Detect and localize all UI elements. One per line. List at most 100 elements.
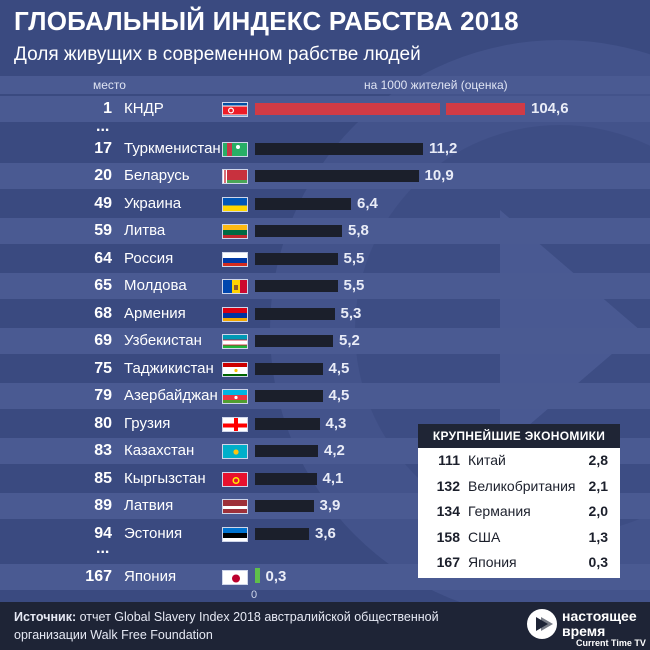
value-label: 5,8 [348,222,369,239]
economy-rank: 134 [436,503,460,519]
country-label: Эстония [124,525,183,542]
country-label: Беларусь [124,167,190,184]
rank-label: 94 [94,525,112,542]
economy-value: 2,1 [588,477,608,494]
logo-text-line-2: время [562,623,606,639]
rank-label: 20 [94,167,112,184]
country-label: Молдова [124,277,187,294]
value-label: 5,2 [339,332,360,349]
data-bar [255,308,335,320]
data-bar [255,170,419,182]
data-bar [255,390,323,402]
rank-label: 167 [85,568,112,585]
rank-label: 65 [94,277,112,294]
azerbaijan-flag-icon [222,389,248,404]
kazakhstan-flag-icon [222,444,248,459]
ukraine-flag-icon [222,197,248,212]
uzbekistan-flag-icon [222,334,248,349]
economy-row: 132 Великобритания 2,1 [418,474,620,500]
bar-row: 59 Литва 5,8 [0,218,650,244]
japan-flag-icon [222,570,248,585]
latvia-flag-icon [222,499,248,514]
economy-value: 1,3 [588,528,608,545]
lithuania-flag-icon [222,224,248,239]
economy-rank: 111 [438,452,460,468]
economy-value: 2,8 [588,452,608,468]
chart-subtitle: Доля живущих в современном рабстве людей [14,44,421,65]
rank-label: 85 [94,470,112,487]
economy-rank: 158 [436,528,460,545]
rank-label: 80 [94,415,112,432]
country-label: Латвия [124,497,174,514]
economy-value: 2,0 [588,503,608,519]
moldova-flag-icon [222,279,248,294]
rank-label: 89 [94,497,112,514]
value-label: 10,9 [424,167,454,184]
country-label: Азербайджан [124,387,218,404]
value-label: 6,4 [357,195,378,212]
rank-label: 83 [94,442,112,459]
chart-title: ГЛОБАЛЬНЫЙ ИНДЕКС РАБСТВА 2018 [14,6,519,36]
economy-country: США [468,528,501,545]
economy-country: Германия [468,503,531,519]
value-label: 4,5 [328,387,350,404]
bar-row: 69 Узбекистан 5,2 [0,328,650,354]
rank-label: 79 [94,387,112,404]
source-line-1: Источник: отчет Global Slavery Index 201… [14,610,439,624]
bar-row: 79 Азербайджан 4,5 [0,383,650,409]
bar-row: 68 Армения 5,3 [0,301,650,327]
estonia-flag-icon [222,527,248,542]
data-bar [255,253,338,265]
data-bar [255,568,260,583]
rank-column-label: место [93,78,126,92]
data-bar [255,473,317,485]
data-bar [255,143,423,155]
value-label: 5,3 [340,305,362,322]
rank-label: 75 [94,360,112,377]
russia-flag-icon [222,252,248,267]
economy-country: Япония [468,554,517,570]
logo-text-line-1: настоящее [562,608,637,624]
economy-rank: 167 [436,554,460,570]
data-bar [255,445,318,457]
value-label: 4,2 [324,442,345,459]
value-label: 5,5 [343,250,365,267]
largest-economies-box: КРУПНЕЙШИЕ ЭКОНОМИКИ 111 Китай 2,8 132 Велик… [418,424,620,578]
economy-row: 167 Япония 0,3 [418,550,620,576]
country-label: Туркменистан [124,140,221,157]
data-bar [255,500,314,512]
current-time-logo-icon [527,609,557,639]
economy-value: 0,3 [588,554,608,570]
data-bar [255,280,338,292]
economy-row: 111 Китай 2,8 [418,448,620,474]
data-bar [255,225,342,237]
economy-country: Китай [468,452,506,468]
rank-label: 17 [94,140,112,157]
largest-economies-list: 111 Китай 2,8 132 Великобритания 2,1 134 Герман… [418,448,620,576]
country-label: Литва [124,222,166,239]
rank-label: 68 [94,305,112,322]
footer: Источник: отчет Global Slavery Index 201… [0,602,650,650]
rank-label: 69 [94,332,112,349]
bar-row: 94 Эстония 3,6 [0,521,650,547]
economy-row: 134 Германия 2,0 [418,499,620,525]
data-bar [255,363,323,375]
rank-label: 49 [94,195,112,212]
economy-row: 158 США 1,3 [418,525,620,551]
country-label: Грузия [124,415,171,432]
bar-row: 17 Туркменистан 11,2 [0,136,650,162]
country-label: Узбекистан [124,332,202,349]
value-label: 4,1 [322,470,344,487]
country-label: Кыргызстан [124,470,206,487]
ellipsis-marker: ... [96,540,110,557]
bar-row: 64 Россия 5,5 [0,246,650,272]
largest-economies-title: КРУПНЕЙШИЕ ЭКОНОМИКИ [418,424,620,448]
value-label: 5,5 [343,277,365,294]
data-bar [255,418,320,430]
turkmenistan-flag-icon [222,142,248,157]
value-label: 11,2 [429,140,458,157]
country-label: Таджикистан [124,360,214,377]
bar-row: 49 Украина 6,4 [0,191,650,217]
country-label: Россия [124,250,174,267]
economy-country: Великобритания [468,477,576,494]
